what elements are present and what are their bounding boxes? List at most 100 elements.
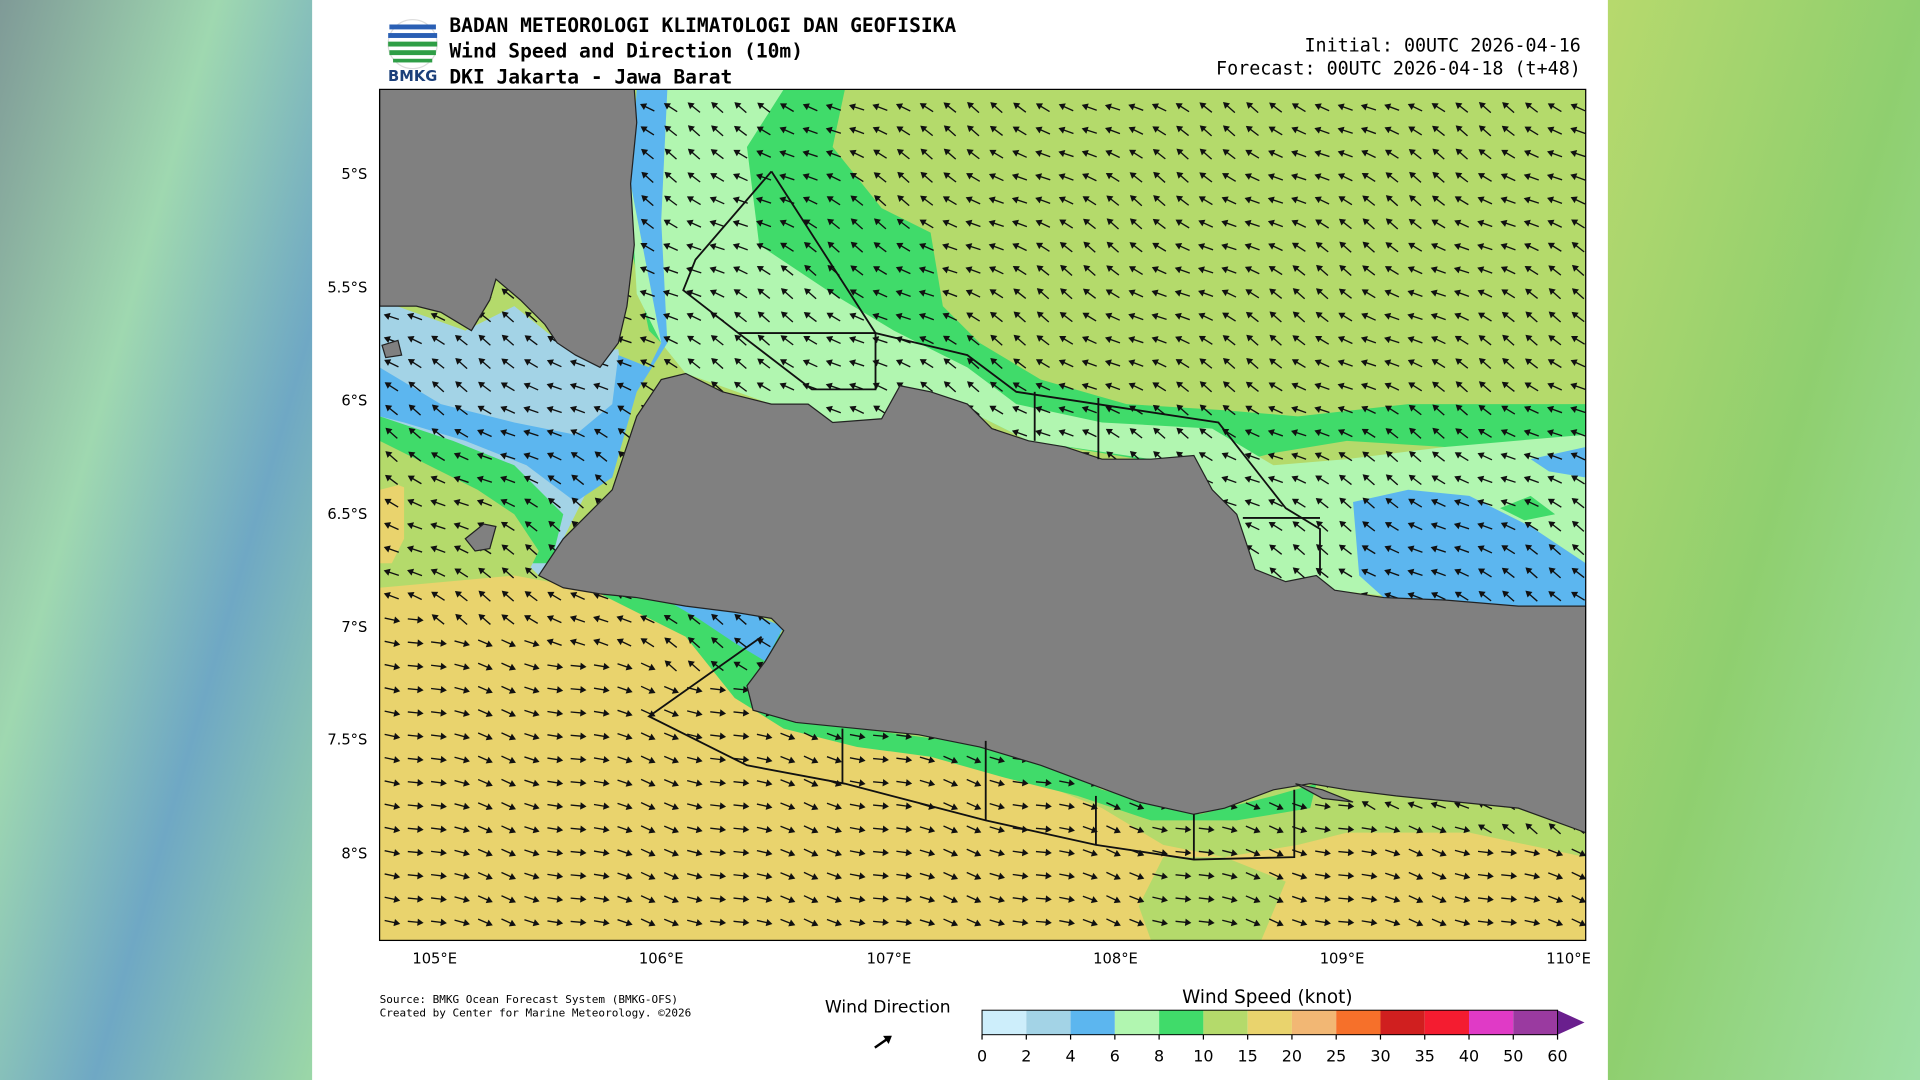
arrow-head	[1291, 196, 1299, 204]
arrow-head	[1267, 173, 1275, 181]
arrow-head	[1501, 149, 1509, 157]
arrow-head	[1337, 103, 1345, 111]
arrow-head	[1269, 102, 1277, 110]
arrow-head	[1570, 150, 1578, 158]
wind-arrow	[1314, 196, 1330, 205]
wind-arrow	[1500, 173, 1516, 182]
wind-arrow	[943, 125, 957, 137]
arrow-head	[1058, 150, 1066, 158]
arrow-head	[1478, 102, 1486, 109]
arrow-head	[641, 195, 649, 202]
arrow-head	[755, 173, 763, 181]
arrow-head	[1361, 149, 1369, 157]
arrow-head	[756, 149, 764, 157]
arrow-head	[779, 103, 788, 110]
wind-arrow	[1222, 149, 1236, 160]
wind-arrow	[897, 195, 910, 207]
wind-arrow	[1524, 149, 1539, 158]
arrow-head	[1455, 125, 1463, 133]
wind-arrow	[1384, 103, 1400, 111]
wind-arrow	[1337, 126, 1353, 134]
wind-arrow	[1570, 126, 1586, 135]
arrow-head	[1267, 196, 1275, 204]
arrow-head	[1012, 149, 1020, 157]
arrow-head	[1314, 126, 1322, 134]
wind-arrow	[732, 219, 749, 227]
arrow-head	[641, 171, 649, 179]
initial-time: Initial: 00UTC 2026-04-16	[1304, 35, 1580, 56]
arrow-head	[874, 195, 882, 202]
arrow-head	[988, 219, 996, 227]
wind-arrow	[802, 150, 818, 158]
wind-arrow	[1011, 196, 1028, 204]
wind-arrow	[802, 196, 818, 205]
arrow-head	[1129, 149, 1137, 157]
arrow-head	[943, 148, 951, 156]
arrow-head	[1570, 173, 1578, 181]
arrow-head	[757, 102, 765, 110]
wind-arrow	[966, 173, 981, 182]
arrow-head	[1337, 126, 1345, 134]
wind-arrow	[1408, 148, 1422, 160]
wind-arrow	[1199, 125, 1213, 137]
wind-arrow	[1012, 126, 1027, 136]
wind-arrow	[1501, 149, 1516, 159]
arrow-head	[1244, 173, 1252, 180]
wind-arrow	[1221, 196, 1237, 205]
wind-arrow	[733, 149, 748, 159]
wind-arrow	[1338, 196, 1353, 206]
arrow-head	[1409, 195, 1417, 202]
wind-arrow	[1291, 173, 1307, 181]
arrow-head	[1082, 196, 1090, 203]
wind-arrow	[827, 218, 841, 230]
wind-arrow	[1198, 196, 1213, 206]
arrow-head	[1081, 103, 1089, 111]
arrow-head	[1384, 149, 1393, 157]
wind-arrow	[1362, 195, 1376, 206]
wind-arrow	[732, 173, 748, 182]
arrow-head	[1035, 196, 1043, 204]
wind-arrow	[686, 196, 701, 206]
arrow-head	[1199, 125, 1207, 133]
sea-green	[600, 593, 1317, 821]
wind-arrow	[1502, 102, 1515, 114]
region: DKI Jakarta - Jawa Barat	[449, 65, 732, 88]
wind-arrow	[967, 125, 980, 137]
wind-arrow	[943, 102, 957, 113]
arrow-head	[873, 149, 881, 157]
wind-arrow	[965, 219, 981, 228]
arrow-head	[1525, 102, 1533, 110]
arrow-head	[1152, 126, 1160, 133]
wind-arrow	[1314, 150, 1330, 158]
arrow-head	[966, 173, 974, 180]
wind-arrow	[872, 126, 888, 135]
arrow-head	[755, 196, 763, 204]
wind-arrow	[664, 171, 677, 183]
wind-arrow	[1152, 126, 1167, 136]
wind-arrow	[1106, 195, 1120, 206]
arrow-head	[1454, 196, 1462, 203]
wind-arrow	[779, 103, 795, 113]
arrow-head	[1199, 148, 1207, 156]
wind-arrow	[873, 149, 887, 159]
arrow-head	[1245, 149, 1253, 157]
arrow-head	[1477, 196, 1485, 204]
wind-arrow	[1291, 150, 1307, 158]
wind-arrow	[1477, 196, 1493, 205]
arrow-head	[710, 173, 718, 180]
arrow-head	[802, 103, 810, 111]
wind-arrow	[1361, 172, 1376, 183]
wind-arrow	[756, 149, 772, 158]
arrow-head	[896, 218, 904, 226]
wind-arrow	[1268, 126, 1283, 136]
wind-arrow	[779, 173, 795, 181]
arrow-head	[827, 218, 835, 226]
arrow-head	[919, 219, 927, 226]
wind-arrow	[1176, 148, 1189, 160]
wind-arrow	[687, 125, 701, 137]
wind-arrow	[1432, 148, 1445, 160]
arrow-head	[850, 195, 858, 203]
arrow-head	[664, 125, 672, 133]
arrow-head	[802, 173, 810, 181]
wind-arrow	[641, 148, 654, 160]
